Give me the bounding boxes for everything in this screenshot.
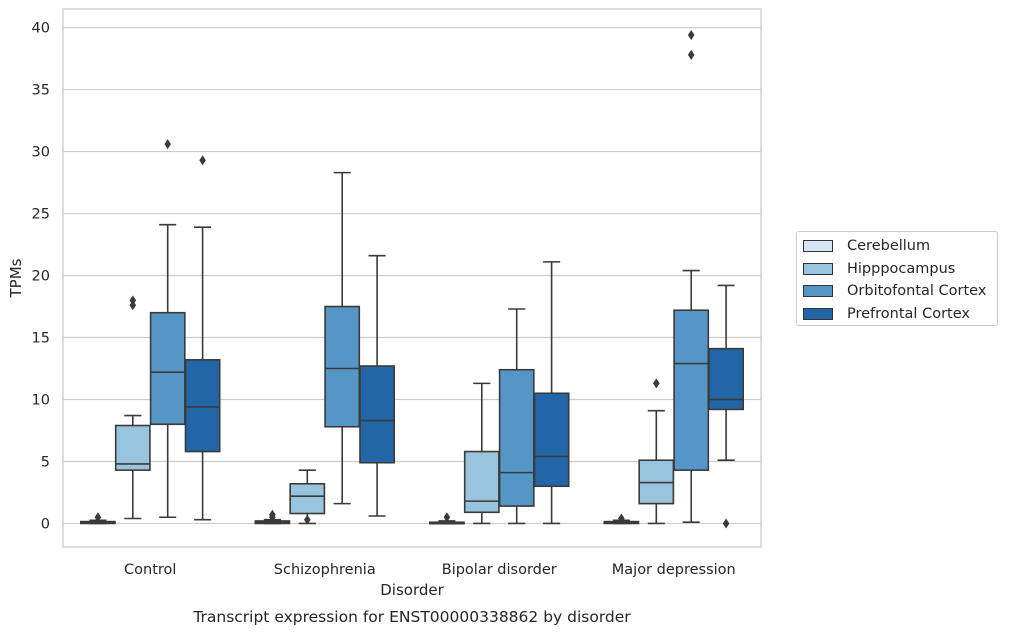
box-1-2 (463, 382, 500, 525)
box-iqr (533, 392, 570, 488)
plot-frame (62, 8, 762, 548)
y-tick-labels: 0 5 10 15 20 25 30 35 40 (32, 21, 50, 533)
outlier-point (687, 49, 695, 60)
box-iqr (359, 365, 396, 464)
box-iqr (708, 347, 745, 411)
legend-swatch (803, 307, 833, 320)
y-tick-label: 20 (32, 269, 50, 285)
legend-item: Prefrontal Cortex (803, 304, 970, 324)
legend-item: Cerebellum (803, 236, 930, 256)
box-1-0 (114, 295, 151, 520)
box-iqr (498, 368, 535, 507)
legend-swatch (803, 285, 833, 297)
box-iqr (463, 450, 500, 514)
box-3-1 (359, 254, 396, 517)
box-2-3 (673, 30, 710, 524)
y-tick-label: 40 (32, 21, 50, 37)
outlier-point (687, 30, 695, 41)
outlier-point (618, 513, 625, 524)
outlier-point (304, 514, 311, 525)
box-iqr (324, 305, 361, 428)
box-1-3 (638, 378, 675, 525)
y-tick-label: 5 (41, 454, 50, 470)
y-tick-label: 10 (32, 392, 50, 408)
chart-title: Transcript expression for ENST0000033886… (192, 608, 631, 626)
box-0-0 (79, 512, 116, 525)
outlier-point (443, 512, 451, 523)
box-groups (79, 30, 745, 529)
box-2-0 (149, 139, 186, 519)
legend-swatch (803, 262, 833, 275)
legend-label: Orbitofontal Cortex (847, 283, 987, 299)
x-tick-label: Schizophrenia (274, 562, 376, 578)
x-tick-labels: Control Schizophrenia Bipolar disorder Majo… (124, 562, 736, 578)
x-tick-label: Bipolar disorder (442, 562, 557, 578)
box-3-2 (533, 261, 570, 525)
box-3-3 (708, 284, 745, 529)
y-tick-label: 0 (41, 516, 50, 532)
legend-swatch (803, 240, 833, 252)
y-axis-label: TPMs (7, 258, 25, 298)
outlier-point (164, 139, 171, 150)
box-2-2 (498, 308, 535, 525)
x-tick-label: Control (124, 562, 176, 578)
outlier-point (129, 295, 137, 306)
y-tick-label: 25 (32, 207, 50, 223)
outlier-point (199, 155, 206, 166)
x-tick-label: Major depression (612, 562, 736, 578)
outlier-point (94, 512, 102, 523)
legend-item: Hipppocampus (803, 259, 955, 279)
box-1-1 (289, 469, 326, 525)
x-axis-label: Disorder (380, 581, 444, 599)
legend-label: Hipppocampus (847, 260, 956, 277)
legend: Cerebellum Hipppocampus Orbitofontal Corte… (796, 231, 998, 326)
outlier-point (722, 518, 730, 529)
legend-item: Orbitofontal Cortex (803, 281, 986, 301)
box-0-3 (603, 513, 640, 525)
box-iqr (289, 482, 326, 515)
box-2-1 (324, 171, 361, 505)
box-iqr (673, 309, 710, 471)
outlier-point (653, 378, 660, 389)
box-iqr (184, 359, 221, 453)
legend-label: Cerebellum (847, 238, 931, 254)
y-tick-label: 15 (32, 331, 50, 347)
box-3-0 (184, 155, 221, 521)
box-0-2 (428, 512, 465, 525)
y-tick-label: 30 (32, 145, 50, 161)
outlier-point (269, 509, 276, 520)
box-iqr (149, 311, 186, 426)
box-0-1 (254, 509, 291, 525)
box-iqr (114, 424, 151, 471)
y-tick-label: 35 (32, 83, 50, 99)
legend-label: Prefrontal Cortex (847, 305, 970, 322)
